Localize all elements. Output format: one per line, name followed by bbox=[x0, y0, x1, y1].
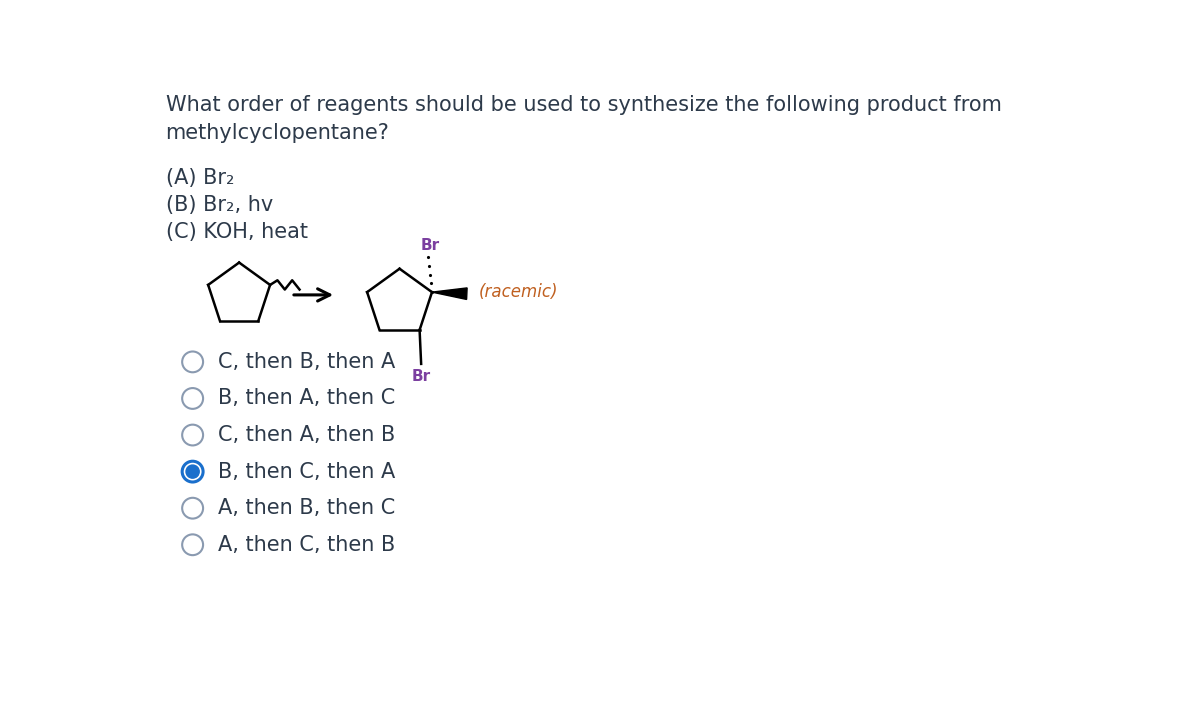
Text: (racemic): (racemic) bbox=[479, 283, 558, 301]
Text: Br: Br bbox=[421, 238, 440, 253]
Text: What order of reagents should be used to synthesize the following product from: What order of reagents should be used to… bbox=[166, 95, 1001, 115]
Text: C, then B, then A: C, then B, then A bbox=[218, 352, 396, 372]
Text: (A) Br₂: (A) Br₂ bbox=[166, 168, 234, 188]
Circle shape bbox=[186, 465, 199, 479]
Text: Br: Br bbox=[412, 368, 431, 384]
Polygon shape bbox=[432, 288, 467, 299]
Text: C, then A, then B: C, then A, then B bbox=[218, 425, 396, 445]
Text: (B) Br₂, hv: (B) Br₂, hv bbox=[166, 195, 272, 215]
Text: B, then C, then A: B, then C, then A bbox=[218, 462, 396, 481]
Text: (C) KOH, heat: (C) KOH, heat bbox=[166, 222, 307, 241]
Text: methylcyclopentane?: methylcyclopentane? bbox=[166, 123, 389, 144]
Text: A, then B, then C: A, then B, then C bbox=[218, 498, 396, 518]
Text: B, then A, then C: B, then A, then C bbox=[218, 389, 396, 408]
Text: A, then C, then B: A, then C, then B bbox=[218, 535, 396, 555]
